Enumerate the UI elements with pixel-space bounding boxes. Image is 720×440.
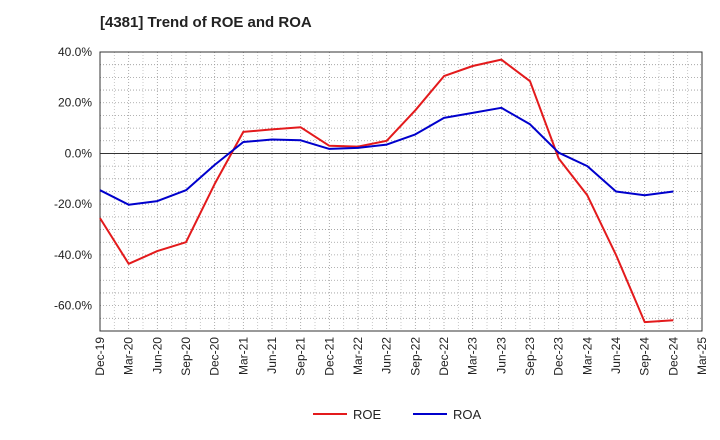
x-tick-label: Dec-21 — [322, 337, 336, 376]
x-tick-label: Mar-23 — [466, 337, 480, 375]
plot-border — [99, 51, 703, 332]
legend-label-roe: ROE — [353, 407, 382, 422]
y-tick-label: -20.0% — [54, 197, 92, 211]
x-tick-labels: Dec-19 Mar-20 Jun-20 Sep-20 Dec-20 Mar-21 Jun-… — [93, 337, 709, 376]
y-tick-label: 40.0% — [58, 45, 92, 59]
x-tick-label: Jun-21 — [265, 337, 279, 374]
y-tick-label: -40.0% — [54, 248, 92, 262]
x-tick-label: Jun-22 — [380, 337, 394, 374]
x-tick-label: Jun-23 — [494, 337, 508, 374]
x-tick-label: Dec-19 — [93, 337, 107, 376]
y-tick-label: -60.0% — [54, 299, 92, 313]
x-tick-label: Sep-20 — [179, 337, 193, 376]
x-tick-label: Mar-22 — [351, 337, 365, 375]
x-tick-label: Jun-24 — [609, 337, 623, 374]
x-tick-label: Dec-22 — [437, 337, 451, 376]
series-line-roa — [99, 106, 674, 206]
series-line-roe — [99, 58, 674, 324]
legend-label-roa: ROA — [453, 407, 482, 422]
axes — [99, 51, 703, 332]
x-tick-label: Sep-22 — [408, 337, 422, 376]
x-tick-label: Sep-21 — [294, 337, 308, 376]
x-tick-label: Sep-23 — [523, 337, 537, 376]
x-tick-label: Dec-23 — [552, 337, 566, 376]
x-tick-label: Jun-20 — [150, 337, 164, 374]
legend: ROE ROA — [313, 407, 482, 422]
x-tick-label: Mar-24 — [580, 337, 594, 375]
x-tick-label: Mar-25 — [695, 337, 709, 375]
y-tick-label: 0.0% — [65, 146, 93, 160]
y-tick-labels: 40.0% 20.0% 0.0% -20.0% -40.0% -60.0% — [54, 45, 92, 313]
chart-title: [4381] Trend of ROE and ROA — [100, 14, 312, 31]
x-tick-label: Mar-20 — [122, 337, 136, 375]
grid — [99, 51, 703, 332]
x-tick-label: Dec-24 — [666, 337, 680, 376]
x-tick-label: Dec-20 — [208, 337, 222, 376]
y-tick-label: 20.0% — [58, 96, 92, 110]
series-lines — [99, 58, 674, 324]
x-tick-label: Sep-24 — [638, 337, 652, 376]
x-tick-label: Mar-21 — [236, 337, 250, 375]
